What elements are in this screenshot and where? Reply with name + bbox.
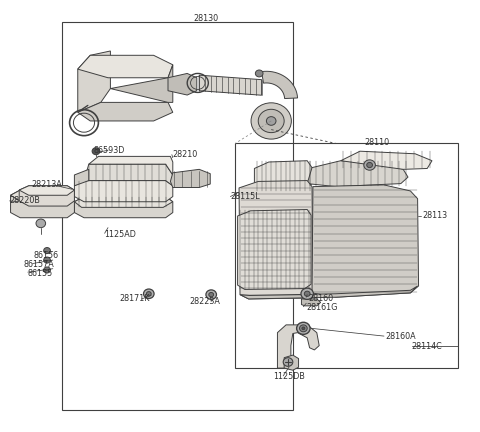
Polygon shape xyxy=(11,190,74,218)
Circle shape xyxy=(206,290,216,299)
Text: 28130: 28130 xyxy=(194,14,219,22)
Text: 28220B: 28220B xyxy=(10,197,40,205)
Text: 28110: 28110 xyxy=(365,138,390,147)
Circle shape xyxy=(255,70,263,77)
Polygon shape xyxy=(84,164,173,186)
Polygon shape xyxy=(240,286,418,299)
Polygon shape xyxy=(78,55,173,78)
Text: 28171K: 28171K xyxy=(119,295,149,303)
Text: 1125DB: 1125DB xyxy=(274,372,305,381)
Text: 28113: 28113 xyxy=(422,212,447,220)
Text: 28161G: 28161G xyxy=(306,303,337,312)
Polygon shape xyxy=(74,197,173,207)
Polygon shape xyxy=(301,299,321,306)
Polygon shape xyxy=(312,185,419,297)
Circle shape xyxy=(258,109,284,133)
Polygon shape xyxy=(262,71,298,98)
Polygon shape xyxy=(341,151,432,169)
Circle shape xyxy=(304,291,310,296)
Polygon shape xyxy=(238,210,311,289)
Circle shape xyxy=(367,162,372,168)
Text: 28160A: 28160A xyxy=(385,332,416,340)
Circle shape xyxy=(146,292,151,296)
Circle shape xyxy=(36,219,46,228)
Bar xyxy=(235,143,458,368)
Text: 86593D: 86593D xyxy=(94,146,125,155)
Circle shape xyxy=(302,327,305,330)
Polygon shape xyxy=(19,186,74,195)
Polygon shape xyxy=(11,190,74,201)
Text: 28223A: 28223A xyxy=(190,297,220,306)
Circle shape xyxy=(266,117,276,125)
Circle shape xyxy=(283,358,293,366)
Text: 86157A: 86157A xyxy=(23,260,54,269)
Polygon shape xyxy=(284,355,299,370)
Circle shape xyxy=(209,292,214,297)
Circle shape xyxy=(44,267,50,273)
Polygon shape xyxy=(89,156,173,175)
Circle shape xyxy=(300,325,307,332)
Polygon shape xyxy=(19,186,74,206)
Polygon shape xyxy=(307,161,408,187)
Text: 1125AD: 1125AD xyxy=(105,230,136,238)
Circle shape xyxy=(364,160,375,170)
Circle shape xyxy=(301,288,313,299)
Text: 28160: 28160 xyxy=(309,294,334,302)
Polygon shape xyxy=(74,169,89,186)
Circle shape xyxy=(44,248,50,254)
Text: 86156: 86156 xyxy=(34,251,59,260)
Polygon shape xyxy=(239,181,313,299)
Circle shape xyxy=(297,322,310,334)
Text: 28213A: 28213A xyxy=(31,181,62,189)
Polygon shape xyxy=(254,161,312,191)
Polygon shape xyxy=(110,65,173,102)
Circle shape xyxy=(251,103,291,139)
Polygon shape xyxy=(78,102,173,121)
Polygon shape xyxy=(277,325,319,368)
Bar xyxy=(62,22,293,410)
Text: 28115L: 28115L xyxy=(230,192,260,201)
Text: 28114C: 28114C xyxy=(412,342,443,351)
Polygon shape xyxy=(74,197,173,218)
Circle shape xyxy=(144,289,154,299)
Polygon shape xyxy=(78,51,110,112)
Polygon shape xyxy=(199,75,262,95)
Circle shape xyxy=(44,257,50,263)
Polygon shape xyxy=(170,169,210,187)
Polygon shape xyxy=(168,73,197,95)
Text: 28210: 28210 xyxy=(173,150,198,159)
Polygon shape xyxy=(74,181,173,202)
Text: 86155: 86155 xyxy=(28,269,53,277)
Circle shape xyxy=(92,148,100,155)
